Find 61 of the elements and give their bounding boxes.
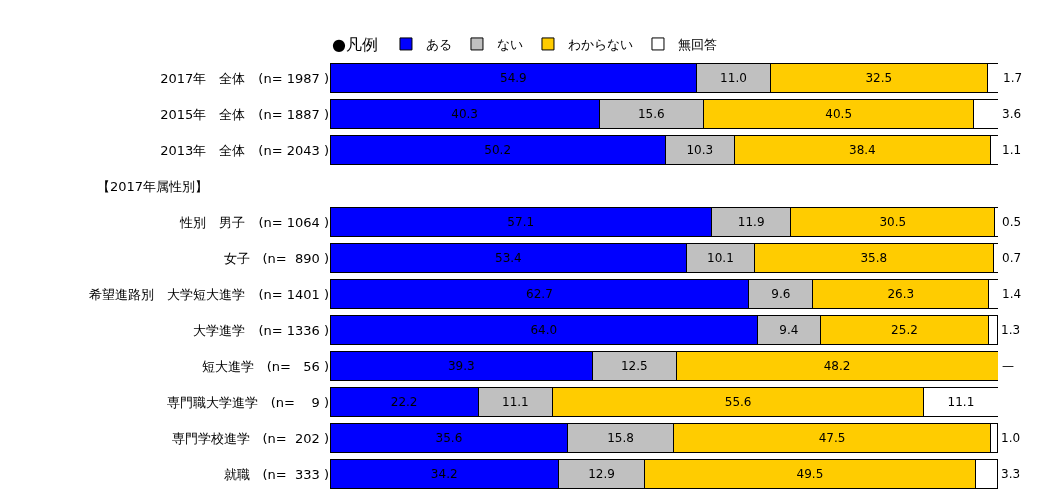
data-label: 48.2: [823, 359, 851, 373]
y-tick-label: 女子 (n= 890 ): [223, 250, 329, 266]
data-label: 1.4: [1002, 287, 1022, 301]
legend-label: ない: [496, 37, 523, 53]
data-label: 53.4: [495, 251, 522, 265]
data-label: 3.6: [1002, 107, 1022, 121]
data-label: 57.1: [507, 215, 535, 229]
data-label: 9.6: [771, 287, 791, 301]
data-label: 35.8: [860, 251, 888, 265]
data-label: 1.0: [1001, 431, 1021, 445]
data-label: 15.8: [607, 431, 634, 445]
legend-label: 無回答: [677, 37, 717, 53]
data-label: 1.3: [1001, 323, 1021, 337]
data-label: 11.1: [947, 395, 975, 409]
data-label: 34.2: [430, 467, 458, 481]
data-label: 1.1: [1002, 143, 1022, 157]
data-label: 25.2: [891, 323, 918, 337]
y-tick-label: 2015年 全体 (n= 1887 ): [160, 106, 329, 122]
data-label: 39.3: [447, 359, 475, 373]
y-tick-label: 2017年 全体 (n= 1987 ): [160, 70, 329, 86]
legend-label: わからない: [567, 37, 633, 53]
y-tick-label: 大学進学 (n= 1336 ): [193, 322, 329, 338]
data-label: 11.1: [502, 395, 529, 409]
data-label: 12.9: [588, 467, 615, 481]
y-tick-label: 専門学校進学 (n= 202 ): [171, 430, 329, 446]
data-label: 54.9: [500, 71, 527, 85]
data-label: 40.5: [825, 107, 853, 121]
data-label: 30.5: [879, 215, 907, 229]
data-label: 15.6: [637, 107, 665, 121]
y-tick-label: 2013年 全体 (n= 2043 ): [160, 142, 329, 158]
y-tick-label: 専門職大学進学 (n= 9 ): [166, 394, 329, 410]
y-tick-label: 就職 (n= 333 ): [223, 466, 329, 482]
data-label: 11.0: [720, 71, 747, 85]
data-label: 11.9: [737, 215, 765, 229]
text: 【2017年属性別】: [97, 179, 209, 194]
data-label: 10.1: [707, 251, 734, 265]
data-label: —: [1002, 359, 1014, 373]
data-label: 62.7: [526, 287, 553, 301]
data-label: 22.2: [390, 395, 418, 409]
y-tick-label: 希望進路別 大学短大進学 (n= 1401 ): [89, 286, 329, 302]
data-label: 50.2: [484, 143, 512, 157]
data-label: 3.3: [1001, 467, 1021, 481]
data-label: 64.0: [530, 323, 558, 337]
data-label: 1.7: [1003, 71, 1023, 85]
data-label: 49.5: [796, 467, 824, 481]
data-label: 47.5: [818, 431, 846, 445]
data-label: 12.5: [620, 359, 648, 373]
data-label: 35.6: [435, 431, 463, 445]
data-label: 55.6: [724, 395, 752, 409]
data-label: 0.5: [1002, 215, 1022, 229]
data-label: 0.7: [1002, 251, 1022, 265]
y-tick-label: 性別 男子 (n= 1064 ): [179, 214, 329, 230]
data-label: 40.3: [451, 107, 478, 121]
legend-label: ある: [425, 37, 452, 53]
y-tick-label: 短大進学 (n= 56 ): [201, 358, 329, 374]
data-label: 9.4: [779, 323, 799, 337]
data-label: 10.3: [686, 143, 714, 157]
data-label: 32.5: [865, 71, 893, 85]
data-label: 38.4: [849, 143, 876, 157]
legend-title: ●凡例: [332, 34, 378, 54]
data-label: 26.3: [887, 287, 915, 301]
